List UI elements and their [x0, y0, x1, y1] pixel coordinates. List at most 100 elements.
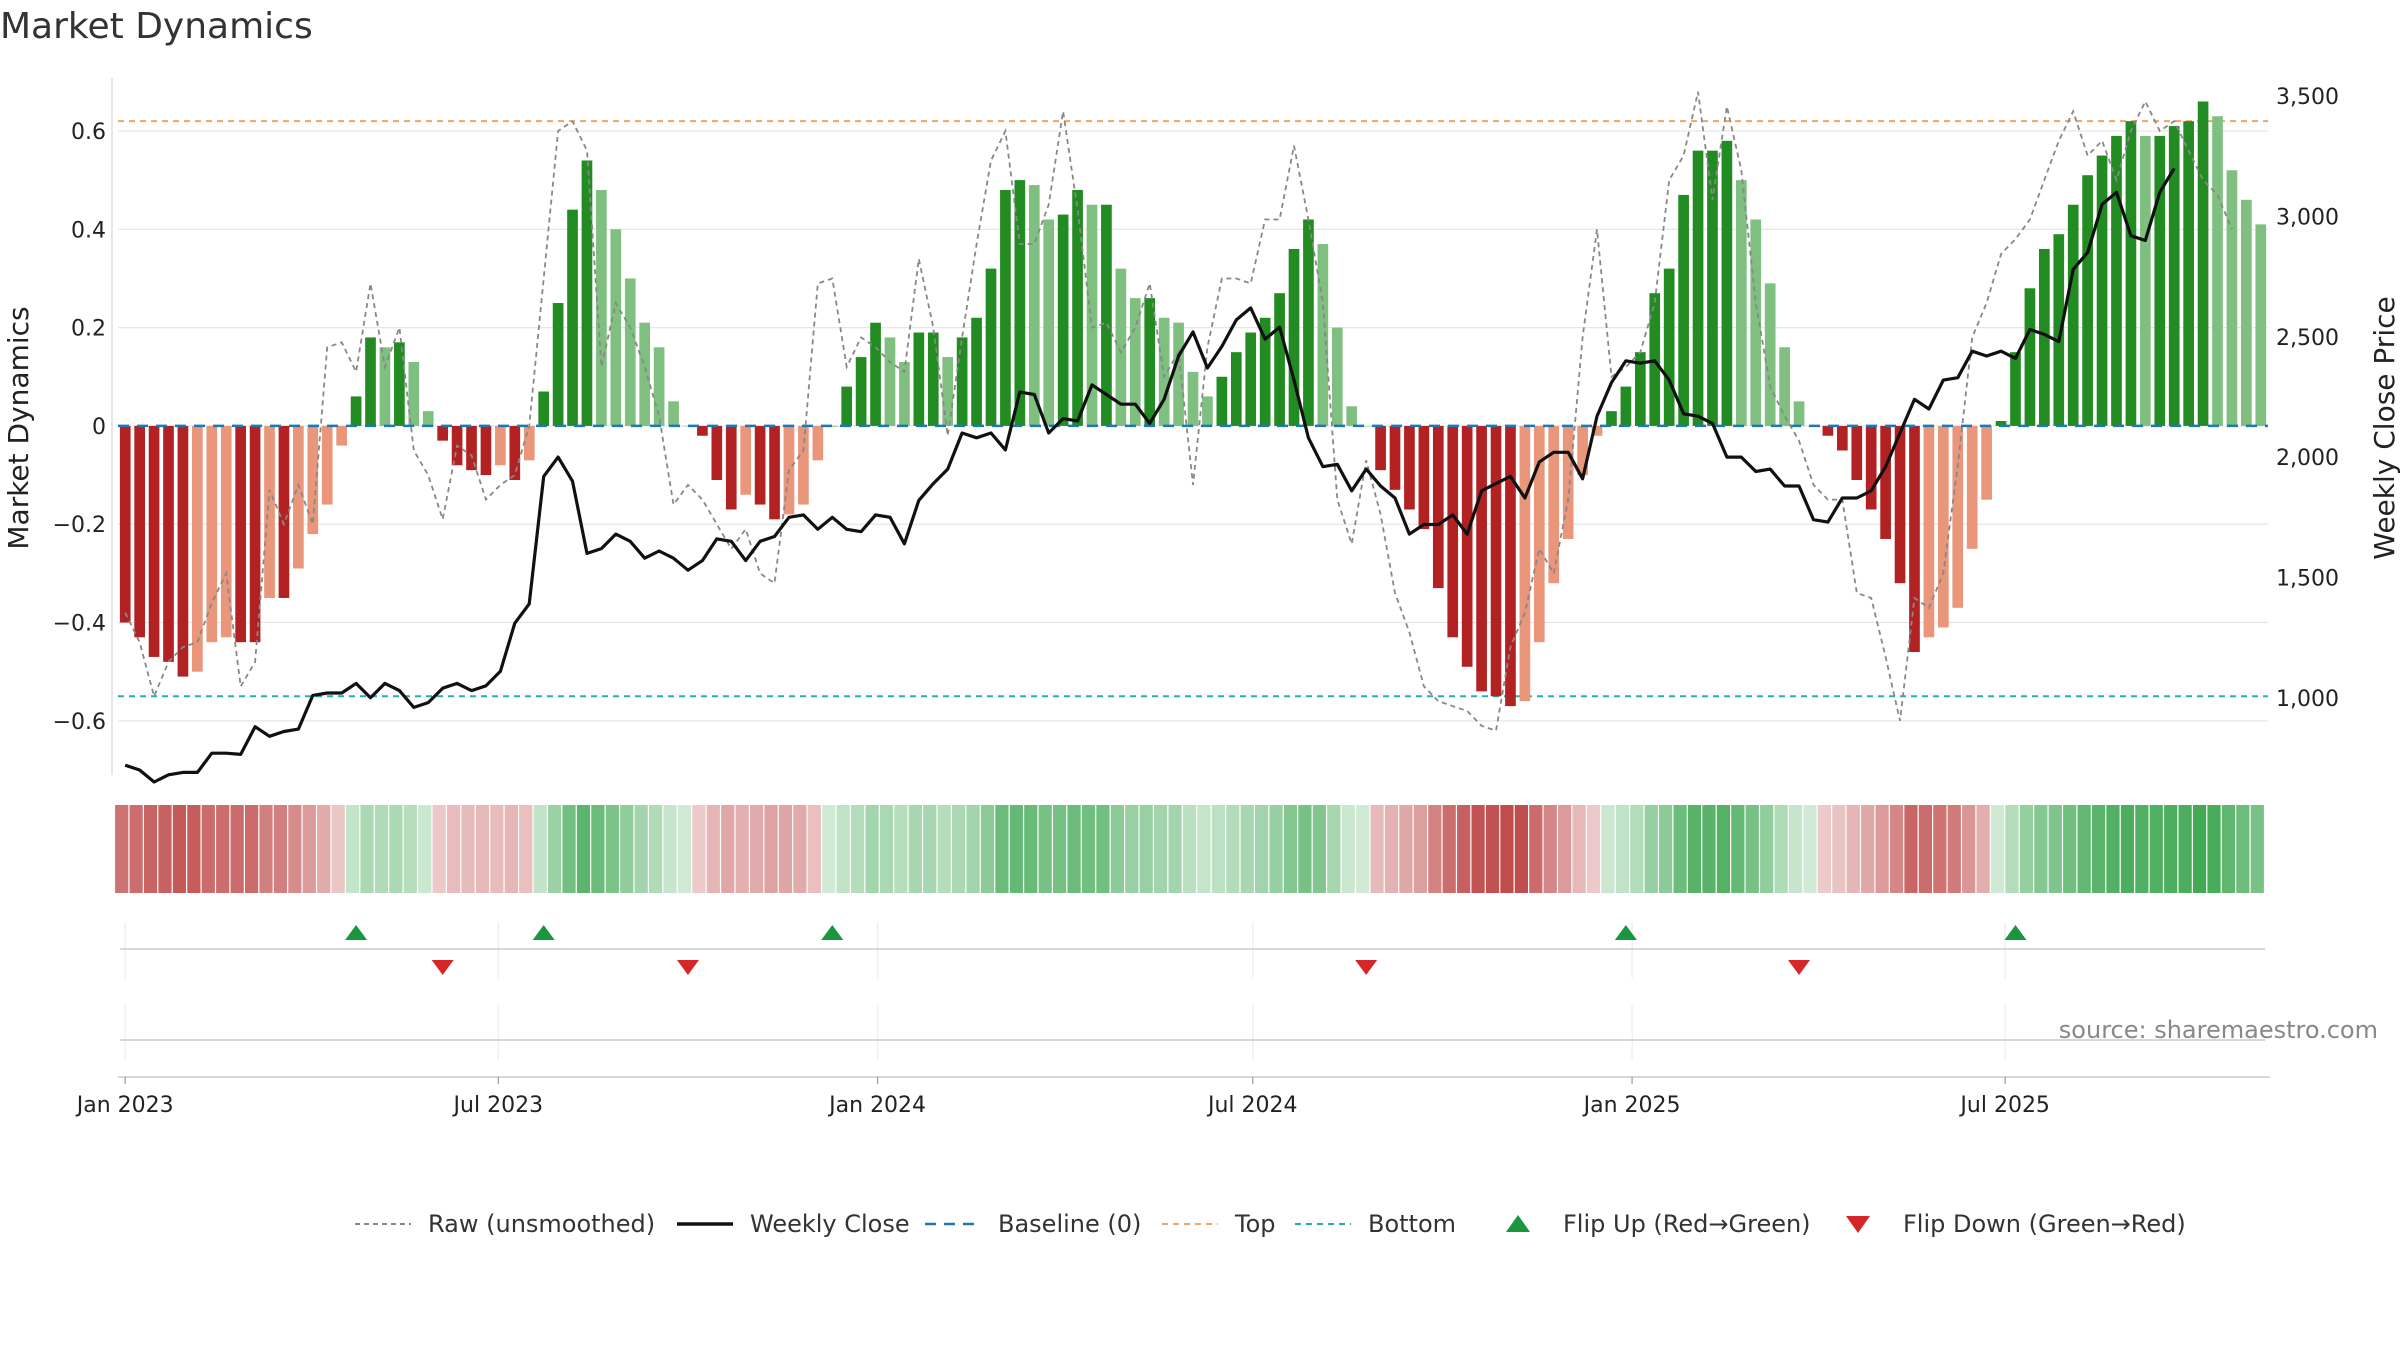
heat-cell	[1038, 805, 1052, 893]
dynamics-bar	[1288, 248, 1300, 426]
dynamics-bar	[2140, 135, 2151, 426]
heat-cell	[1731, 805, 1745, 893]
heat-cell	[1543, 805, 1557, 893]
heat-cell	[1861, 805, 1875, 893]
dynamics-bar	[725, 425, 737, 510]
dynamics-bar	[1173, 322, 1184, 426]
heat-cell	[1529, 805, 1543, 893]
heat-cell	[952, 805, 966, 893]
heat-cell	[1009, 805, 1023, 893]
heat-cell	[1024, 805, 1038, 893]
dynamics-bar	[1086, 204, 1098, 426]
heat-cell	[1659, 805, 1673, 893]
dynamics-bar	[552, 303, 564, 426]
legend-item-top: Top	[1162, 1210, 1276, 1238]
dynamics-bar	[1663, 268, 1675, 426]
dynamics-bar	[1360, 425, 1372, 427]
dynamics-bar	[1331, 327, 1343, 426]
heat-cell	[360, 805, 374, 893]
dynamics-bar	[596, 189, 607, 426]
heat-cell	[1962, 805, 1976, 893]
dynamics-bar	[1505, 425, 1516, 707]
heat-cell	[879, 805, 894, 893]
heat-cell	[172, 805, 187, 893]
heat-cell	[475, 805, 490, 893]
heat-cell	[908, 805, 922, 893]
heat-cell	[1644, 805, 1658, 893]
dynamics-bar	[148, 425, 160, 657]
heat-cell	[576, 805, 591, 893]
dynamics-bar	[2053, 234, 2065, 426]
heat-cell	[2178, 805, 2192, 893]
heat-cell	[1485, 805, 1500, 893]
dynamics-bar	[1721, 140, 1733, 426]
x-tick-label: Jul 2024	[1206, 1093, 1298, 1118]
dynamics-bar	[394, 342, 405, 426]
dynamics-bar	[336, 425, 347, 446]
dynamics-bar	[1158, 317, 1170, 426]
dynamics-bar	[1851, 425, 1863, 480]
dynamics-bar	[1562, 425, 1574, 539]
heat-cell	[562, 805, 576, 893]
dynamics-bar	[2067, 204, 2079, 426]
dynamics-bar	[1447, 425, 1459, 638]
heat-cell	[158, 805, 172, 893]
dynamics-bar	[2082, 175, 2093, 426]
heat-cell	[2192, 805, 2207, 893]
y-tick-label: −0.4	[53, 612, 106, 637]
weekly-close-line	[124, 167, 2176, 784]
dynamics-bar	[1432, 425, 1444, 589]
dynamics-bar	[927, 332, 939, 426]
dynamics-bar	[1865, 425, 1877, 510]
heat-cell	[1211, 805, 1225, 893]
y-tick-label: 0.4	[71, 218, 106, 243]
legend-label: Top	[1234, 1210, 1276, 1238]
dynamics-bar	[740, 425, 752, 495]
heat-cell	[187, 805, 201, 893]
dynamics-bar	[2197, 101, 2209, 426]
heat-cell	[1053, 805, 1067, 893]
heat-cell	[273, 805, 288, 893]
heat-cell	[403, 805, 417, 893]
heat-cell	[1702, 805, 1716, 893]
x-tick-label: Jan 2025	[1582, 1093, 1681, 1118]
heat-cell	[1240, 805, 1254, 893]
heat-cell	[851, 805, 865, 893]
dynamics-bar	[509, 425, 521, 480]
heat-cell	[1110, 805, 1124, 893]
heat-cell	[1096, 805, 1110, 893]
dynamics-bar	[1591, 425, 1603, 436]
heat-cell	[721, 805, 735, 893]
dynamics-bar	[1707, 150, 1718, 426]
dynamics-bar	[1577, 425, 1588, 476]
dynamics-bar	[798, 425, 809, 505]
raw-line-group	[124, 91, 2233, 732]
dynamics-bar	[1000, 189, 1011, 426]
dynamics-bar	[711, 425, 723, 480]
x-tick-label: Jan 2024	[827, 1093, 926, 1118]
dynamics-bar	[682, 425, 694, 427]
flip-down-marker	[1355, 960, 1378, 975]
flip-up-marker	[2004, 925, 2027, 940]
heat-cell	[937, 805, 951, 893]
heat-cell	[778, 805, 793, 893]
heat-cell	[230, 805, 244, 893]
legend-label: Flip Down (Green→Red)	[1903, 1210, 2186, 1238]
dynamics-bar	[1404, 425, 1415, 510]
dynamics-bar	[697, 425, 708, 436]
dynamics-bar	[1187, 371, 1199, 426]
dynamics-bar	[1317, 244, 1329, 426]
heat-cell	[1687, 805, 1702, 893]
dynamics-bar	[1461, 425, 1473, 667]
dynamics-bar	[1735, 180, 1747, 426]
dynamics-bar	[480, 425, 492, 476]
dynamics-bar	[639, 322, 651, 426]
legend-item-raw: Raw (unsmoothed)	[355, 1210, 655, 1238]
dynamics-bar	[264, 425, 275, 598]
dynamics-bar	[134, 425, 145, 638]
y2-axis-ticks: 3,500 3,000 2,500 2,000 1,500 1,000	[2276, 85, 2339, 712]
heat-cell	[966, 805, 980, 893]
dynamics-bar	[365, 337, 376, 426]
dynamics-bar	[538, 391, 550, 426]
